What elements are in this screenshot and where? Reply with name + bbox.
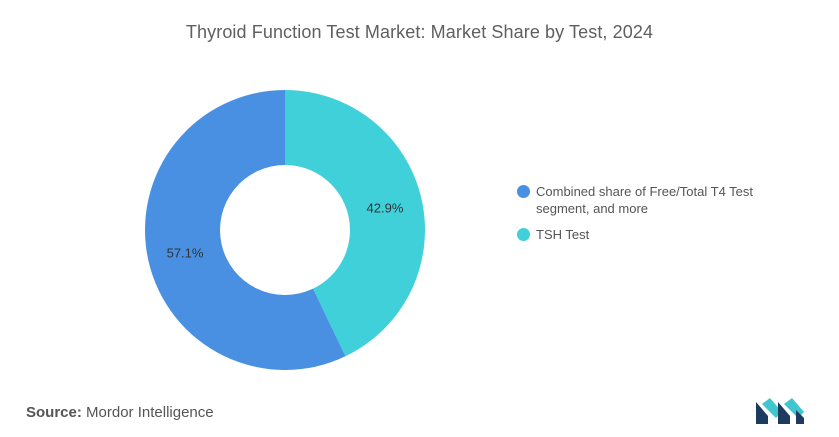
chart-legend: Combined share of Free/Total T4 Test seg… xyxy=(517,183,817,252)
chart-title: Thyroid Function Test Market: Market Sha… xyxy=(185,22,654,42)
legend-item-combined: Combined share of Free/Total T4 Test seg… xyxy=(517,183,817,217)
donut-chart: 42.9% 57.1% xyxy=(145,90,426,370)
legend-swatch-tsh xyxy=(517,228,530,241)
legend-item-tsh: TSH Test xyxy=(517,226,817,243)
source-value: Mordor Intelligence xyxy=(86,404,214,421)
source-note: Source: Mordor Intelligence xyxy=(26,404,214,421)
slice-combined xyxy=(145,90,346,370)
data-label-tsh: 42.9% xyxy=(367,200,404,215)
source-label: Source: xyxy=(26,404,82,421)
legend-label-combined: Combined share of Free/Total T4 Test seg… xyxy=(536,184,754,216)
mordor-intelligence-logo-icon xyxy=(756,398,804,424)
legend-swatch-combined xyxy=(517,185,530,198)
data-label-combined: 57.1% xyxy=(167,246,204,261)
slice-tsh xyxy=(285,90,426,357)
legend-label-tsh: TSH Test xyxy=(536,227,590,242)
